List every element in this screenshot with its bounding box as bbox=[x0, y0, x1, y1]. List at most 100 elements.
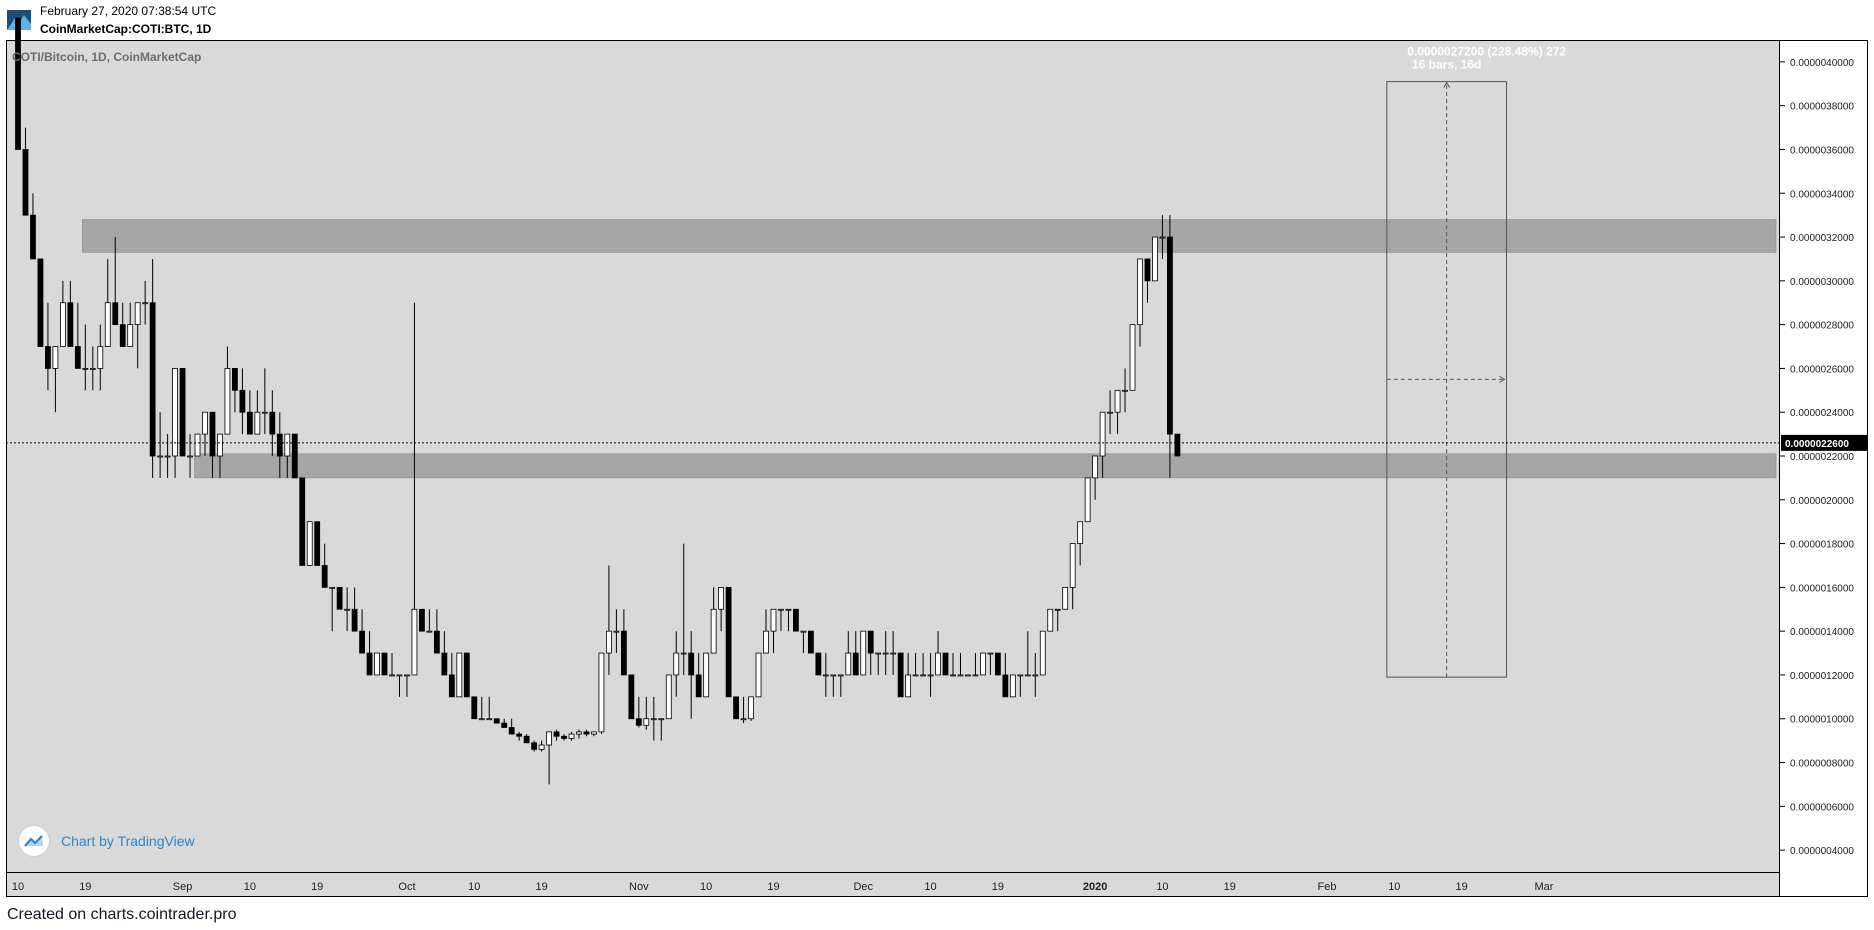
y-tick-label: 0.0000008000 bbox=[1790, 759, 1854, 770]
candle-body bbox=[785, 608, 792, 611]
candle-body bbox=[419, 608, 425, 632]
x-tick-label: 19 bbox=[992, 881, 1004, 893]
candle bbox=[576, 729, 582, 739]
tradingview-badge[interactable]: Chart by TradingView bbox=[19, 826, 195, 856]
candle-body bbox=[1017, 674, 1024, 677]
candle bbox=[942, 652, 949, 676]
candle-body bbox=[1174, 433, 1181, 457]
candle-body bbox=[972, 674, 979, 677]
candle-body bbox=[673, 652, 680, 676]
last-price-badge bbox=[1781, 434, 1867, 451]
x-tick-label: Nov bbox=[629, 881, 649, 893]
candle bbox=[441, 631, 448, 676]
measure-right-arrow bbox=[1499, 375, 1506, 383]
candle bbox=[97, 324, 104, 391]
candle bbox=[15, 17, 21, 150]
candle-body bbox=[665, 674, 672, 720]
snapshot-date: February 27, 2020 07:38:54 UTC bbox=[40, 4, 217, 18]
candle-body bbox=[778, 608, 784, 611]
candle bbox=[232, 368, 238, 413]
symbol-label: CoinMarketCap:COTI:BTC, 1D bbox=[40, 22, 212, 36]
candle-body bbox=[523, 735, 530, 744]
candle bbox=[30, 193, 36, 260]
candle bbox=[837, 674, 844, 697]
candle bbox=[366, 631, 373, 676]
candle bbox=[344, 587, 351, 632]
candle bbox=[950, 653, 956, 677]
candle-body bbox=[1167, 236, 1173, 435]
candle-body bbox=[478, 718, 485, 721]
candle-body bbox=[97, 346, 104, 369]
candle bbox=[598, 652, 605, 735]
candle-body bbox=[613, 630, 620, 633]
candle bbox=[52, 346, 59, 413]
candle-body bbox=[703, 652, 710, 698]
candle-body bbox=[793, 608, 799, 632]
candle bbox=[306, 521, 313, 566]
y-tick-label: 0.0000024000 bbox=[1790, 408, 1854, 419]
tradingview-label[interactable]: Chart by TradingView bbox=[61, 833, 195, 849]
candle bbox=[920, 653, 926, 677]
candle-body bbox=[606, 630, 612, 654]
candle-body bbox=[433, 630, 440, 654]
candle-body bbox=[845, 652, 852, 676]
candle-body bbox=[239, 389, 246, 413]
candle bbox=[665, 674, 672, 720]
candle bbox=[89, 346, 96, 391]
candle-body bbox=[1092, 455, 1099, 479]
candle bbox=[239, 368, 246, 435]
candle bbox=[807, 630, 814, 654]
candle bbox=[1174, 433, 1181, 457]
candle bbox=[261, 368, 268, 435]
y-tick-label: 0.0000012000 bbox=[1790, 671, 1854, 682]
candle bbox=[1122, 368, 1128, 413]
chart-header: February 27, 2020 07:38:54 UTC CoinMarke… bbox=[0, 0, 1874, 36]
y-tick-label: 0.0000028000 bbox=[1790, 321, 1854, 332]
candle-body bbox=[164, 455, 171, 458]
candle bbox=[134, 302, 141, 369]
candle-body bbox=[650, 718, 657, 721]
candle bbox=[531, 740, 538, 752]
candle bbox=[852, 631, 859, 676]
candle bbox=[478, 696, 485, 721]
candle-body bbox=[329, 586, 336, 589]
candle-body bbox=[389, 674, 395, 677]
x-tick-label: Mar bbox=[1534, 881, 1553, 893]
candle bbox=[179, 368, 186, 457]
time-axis-area[interactable] bbox=[6, 872, 1780, 896]
candle bbox=[553, 729, 560, 741]
x-tick-label: 2020 bbox=[1083, 881, 1107, 893]
candle-body bbox=[456, 652, 463, 698]
candle bbox=[591, 731, 597, 737]
chart-title: COTI/Bitcoin, 1D, CoinMarketCap bbox=[12, 50, 201, 64]
candle-body bbox=[486, 718, 493, 721]
candle bbox=[471, 696, 478, 720]
x-tick-label: 19 bbox=[767, 881, 779, 893]
candle-body bbox=[1024, 674, 1031, 677]
candle-body bbox=[987, 652, 994, 655]
candle bbox=[119, 302, 126, 347]
candle-body bbox=[965, 674, 971, 677]
candle-body bbox=[172, 368, 178, 457]
x-tick-label: 19 bbox=[79, 881, 91, 893]
candle bbox=[957, 653, 964, 677]
candle-body bbox=[1159, 236, 1166, 239]
candle bbox=[1039, 630, 1046, 676]
candle bbox=[284, 433, 291, 478]
tradingview-logo-icon bbox=[19, 826, 49, 856]
y-tick-label: 0.0000006000 bbox=[1790, 802, 1854, 813]
candle bbox=[994, 652, 1001, 676]
x-tick-label: Oct bbox=[398, 881, 415, 893]
candle bbox=[37, 258, 44, 347]
chart-frame bbox=[6, 40, 1868, 897]
candle bbox=[411, 302, 418, 676]
candle-body bbox=[1032, 674, 1039, 677]
candle-body bbox=[74, 346, 81, 369]
candle bbox=[22, 127, 29, 216]
price-axis-area[interactable] bbox=[1780, 40, 1867, 896]
candle bbox=[194, 433, 201, 457]
candle-body bbox=[1039, 630, 1046, 676]
y-tick-label: 0.0000004000 bbox=[1790, 846, 1854, 857]
candle bbox=[1159, 215, 1166, 259]
